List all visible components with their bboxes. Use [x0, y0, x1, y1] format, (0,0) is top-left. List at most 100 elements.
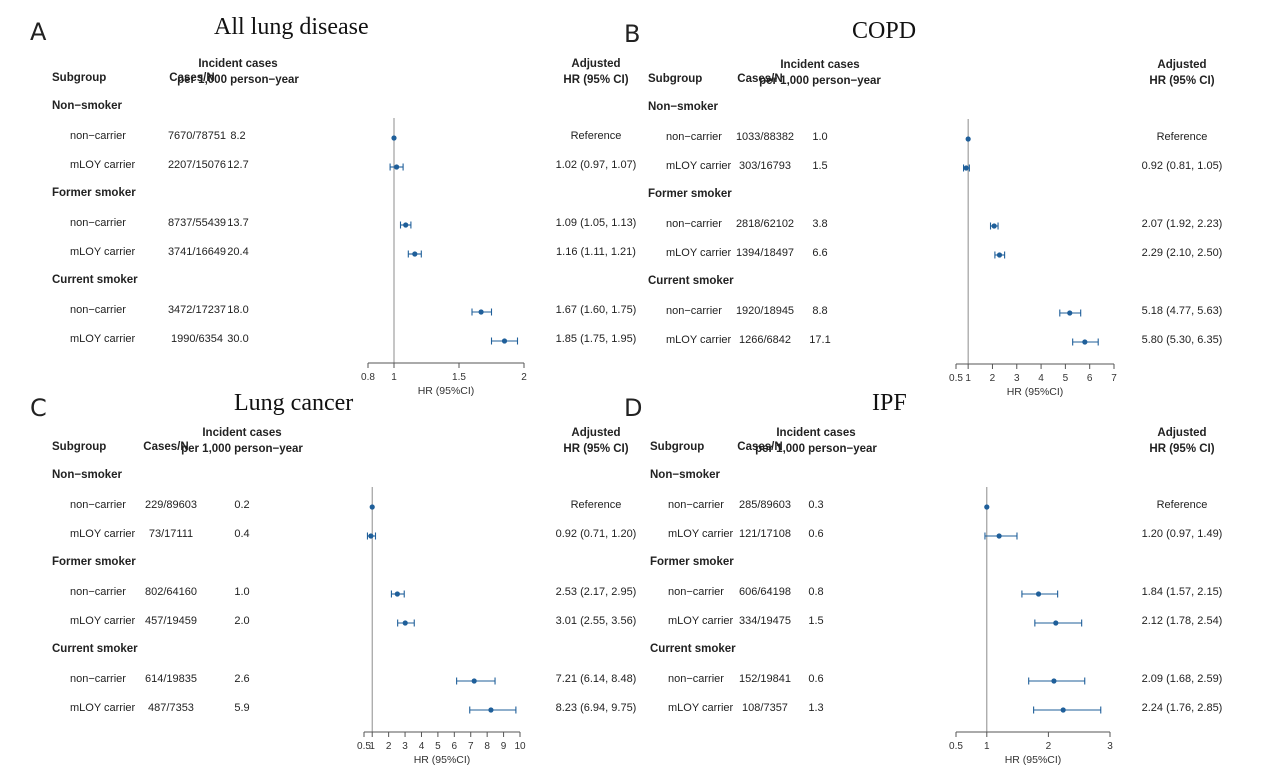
header-hr-line2: HR (95% CI) — [563, 74, 629, 86]
x-axis-label: HR (95%CI) — [1007, 386, 1064, 398]
row-rate: 12.7 — [227, 159, 249, 171]
row-rate: 0.4 — [234, 528, 250, 540]
header-incident-line2: per 1,000 person−year — [177, 74, 299, 86]
group-label: Current smoker — [52, 643, 138, 655]
row-cases: 2818/62102 — [735, 218, 795, 230]
forest-plot: 0.51 2 3 4 5 6 7 8 9 10 HR (95%CI) — [357, 487, 526, 766]
row-hr-ci: 5.18 (4.77, 5.63) — [1141, 305, 1223, 317]
row-cases: 487/7353 — [148, 702, 194, 714]
hr-point — [1082, 339, 1088, 345]
group-label: Current smoker — [52, 274, 138, 286]
header-subgroup: Subgroup — [52, 441, 107, 453]
group-label: Former smoker — [52, 556, 136, 568]
group-label: Non−smoker — [648, 101, 718, 113]
hr-point — [1060, 707, 1066, 713]
row-cases: 1990/6354 — [171, 333, 223, 345]
row-label: non−carrier — [666, 305, 722, 317]
row-hr-ci: 1.20 (0.97, 1.49) — [1141, 528, 1223, 540]
row-label: non−carrier — [70, 499, 126, 511]
hr-point — [488, 707, 494, 713]
hr-point — [478, 309, 484, 315]
header-hr-line1: Adjusted — [1157, 59, 1207, 71]
row-hr-ci: 7.21 (6.14, 8.48) — [555, 673, 637, 685]
row-hr-ci: 0.92 (0.81, 1.05) — [1141, 160, 1223, 172]
row-label: mLOY carrier — [666, 334, 732, 346]
group-label: Non−smoker — [52, 100, 122, 112]
row-rate: 0.6 — [808, 673, 824, 685]
row-rate: 8.2 — [230, 130, 246, 142]
row-hr-ci: Reference — [570, 130, 622, 142]
row-label: mLOY carrier — [668, 702, 734, 714]
forest-plot: 0.5 1 2 3 HR (95%CI) — [949, 487, 1113, 766]
row-label: mLOY carrier — [70, 159, 136, 171]
row-cases: 121/17108 — [739, 528, 791, 540]
row-hr-ci: 2.12 (1.78, 2.54) — [1141, 615, 1223, 627]
panel-title: COPD — [852, 18, 917, 44]
panel-b: B COPD Subgroup Cases/N Incident cases per 1,… — [624, 14, 1244, 398]
hr-point — [984, 504, 990, 510]
group-label: Current smoker — [650, 643, 736, 655]
row-label: mLOY carrier — [666, 160, 732, 172]
hr-point — [402, 620, 408, 626]
x-tick-label: 6 — [452, 741, 458, 752]
row-cases: 229/89603 — [145, 499, 197, 511]
x-tick-label: 3 — [402, 741, 408, 752]
x-tick-label: 3 — [1014, 373, 1020, 384]
row-label: mLOY carrier — [70, 615, 136, 627]
row-rate: 1.3 — [808, 702, 824, 714]
hr-point — [1051, 678, 1057, 684]
x-tick-label: 5 — [1063, 373, 1069, 384]
forest-plot: 0.8 1 1.5 2 HR (95%CI) — [361, 118, 527, 397]
row-rate: 6.6 — [812, 247, 828, 259]
row-hr-ci: Reference — [1156, 131, 1208, 143]
x-tick-label: 2 — [386, 741, 392, 752]
row-rate: 1.5 — [808, 615, 824, 627]
row-cases: 7670/78751 — [167, 130, 227, 142]
header-subgroup: Subgroup — [52, 72, 107, 84]
row-label: mLOY carrier — [668, 528, 734, 540]
row-rate: 1.0 — [812, 131, 828, 143]
row-cases: 303/16793 — [739, 160, 791, 172]
header-incident-line2: per 1,000 person−year — [755, 443, 877, 455]
x-axis-label: HR (95%CI) — [1005, 754, 1062, 766]
group-label: Current smoker — [648, 275, 734, 287]
hr-point — [1067, 310, 1073, 316]
row-label: mLOY carrier — [70, 333, 136, 345]
x-tick-label: 1.5 — [452, 372, 466, 383]
row-rate: 1.0 — [234, 586, 250, 598]
row-cases: 285/89603 — [739, 499, 791, 511]
row-cases: 1394/18497 — [735, 247, 795, 259]
header-cases: Cases/N — [169, 72, 215, 84]
x-tick-label: 0.5 — [357, 741, 371, 752]
group-label: Non−smoker — [650, 469, 720, 481]
panel-title: IPF — [872, 390, 907, 416]
header-incident-line1: Incident cases — [202, 427, 282, 439]
row-hr-ci: 1.84 (1.57, 2.15) — [1141, 586, 1223, 598]
row-label: non−carrier — [668, 586, 724, 598]
group-label: Non−smoker — [52, 469, 122, 481]
header-hr-line2: HR (95% CI) — [1149, 75, 1215, 87]
panel-letter: D — [624, 394, 643, 422]
x-axis-label: HR (95%CI) — [414, 754, 471, 766]
header-hr-line2: HR (95% CI) — [563, 443, 629, 455]
x-tick-label: 4 — [1038, 373, 1044, 384]
hr-point — [412, 251, 418, 257]
hr-point — [991, 223, 997, 229]
hr-point — [1035, 591, 1042, 597]
header-incident-line1: Incident cases — [780, 59, 860, 71]
row-hr-ci: Reference — [1156, 499, 1208, 511]
panel-letter: C — [30, 394, 47, 422]
x-tick-label: 9 — [501, 741, 507, 752]
row-rate: 30.0 — [227, 333, 249, 345]
row-cases: 3472/17237 — [167, 304, 227, 316]
panel-title: All lung disease — [214, 14, 369, 40]
header-incident-line2: per 1,000 person−year — [181, 443, 303, 455]
row-label: mLOY carrier — [70, 702, 136, 714]
row-label: non−carrier — [666, 218, 722, 230]
header-incident-line1: Incident cases — [776, 427, 856, 439]
panel-c: C Lung cancer Subgroup Cases/N Incident case… — [30, 390, 650, 770]
header-incident-line1: Incident cases — [198, 58, 278, 70]
x-tick-label: 0.5 — [949, 373, 963, 384]
panel-letter: B — [624, 20, 641, 48]
